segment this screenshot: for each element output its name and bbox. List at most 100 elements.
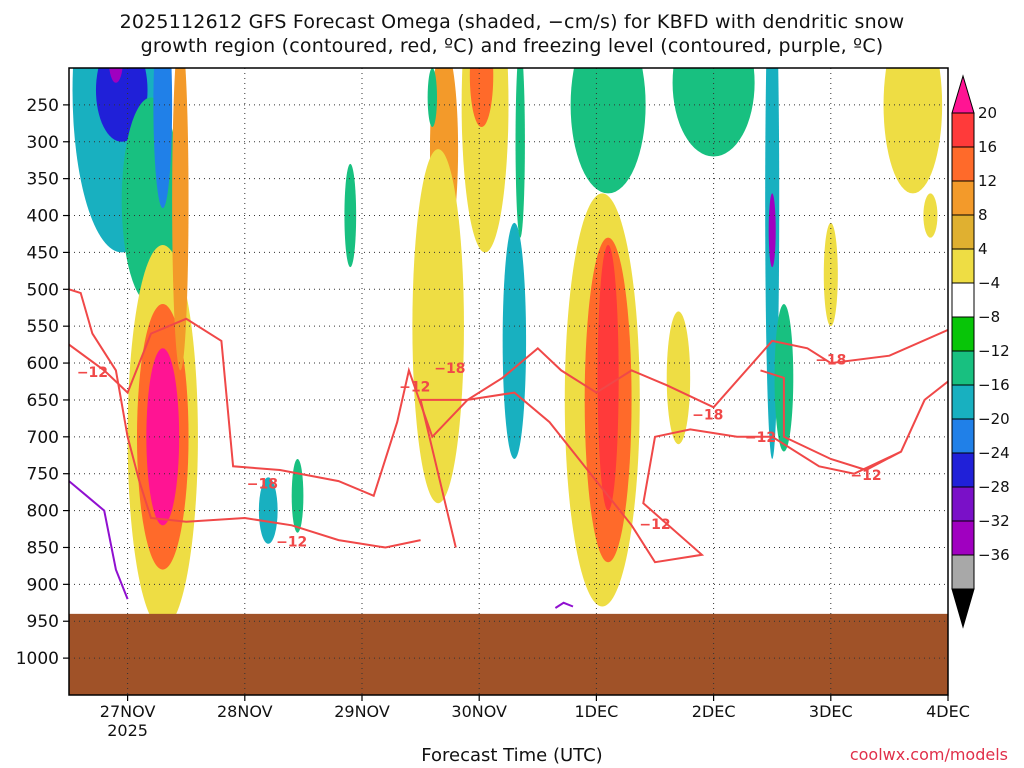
contour-label-8: −18 (815, 352, 846, 368)
freezing-contour-0 (69, 480, 129, 600)
omega-blob-24 (672, 68, 755, 157)
omega-blob-18 (515, 68, 525, 238)
colorbar-swatch-10 (951, 418, 975, 454)
colorbar-label-10: −24 (978, 444, 1010, 462)
x-tick-label-0: 27NOV (100, 702, 156, 721)
y-tick-label-4: 450 (27, 243, 59, 263)
y-tick-label-5: 500 (27, 280, 59, 300)
y-tick-label-1: 300 (27, 133, 59, 153)
y-tick-label-0: 250 (27, 96, 59, 116)
omega-blob-30 (923, 193, 938, 238)
contour-label-2: −12 (276, 535, 307, 551)
colorbar-swatch-1 (951, 112, 975, 148)
colorbar-label-11: −28 (978, 478, 1010, 496)
colorbar-swatch-7 (951, 316, 975, 352)
dendritic-contour-3 (760, 369, 902, 472)
omega-blob-8 (172, 68, 189, 371)
colorbar-swatch-11 (951, 452, 975, 488)
colorbar-swatch-12 (951, 486, 975, 522)
y-tick-label-7: 600 (27, 354, 59, 374)
x-tick-sublabel-0: 2025 (107, 721, 148, 740)
y-tick-label-6: 550 (27, 317, 59, 337)
x-tick-label-1: 28NOV (217, 702, 273, 721)
x-tick-label-5: 2DEC (692, 702, 736, 721)
y-tick-label-13: 900 (27, 575, 59, 595)
omega-blob-13 (412, 149, 464, 504)
contour-label-7: −12 (745, 430, 776, 446)
dendritic-contour-1 (69, 317, 948, 498)
colorbar-label-9: −20 (978, 410, 1010, 428)
y-tick-label-10: 750 (27, 465, 59, 485)
colorbar-label-5: −4 (978, 274, 1000, 292)
colorbar-label-0: 20 (978, 104, 997, 122)
y-tick-label-3: 400 (27, 207, 59, 227)
y-tick-label-8: 650 (27, 391, 59, 411)
colorbar-bottom-arrow (951, 588, 975, 629)
freezing-contour-1 (554, 601, 574, 609)
contour-label-3: −12 (399, 380, 430, 396)
dendritic-contour-0 (69, 288, 421, 549)
colorbar-top-arrow (951, 74, 975, 114)
x-axis-label: Forecast Time (UTC) (421, 745, 603, 766)
omega-blob-16 (427, 68, 438, 128)
x-tick-label-7: 4DEC (926, 702, 970, 721)
contour-label-5: −12 (639, 517, 670, 533)
omega-blob-28 (883, 68, 943, 194)
colorbar-label-1: 16 (978, 138, 997, 156)
colorbar: 20 16 12 8 4 −4 −8 −12 −16 −20 −24 −28 −32 −36 (951, 74, 1010, 629)
colorbar-swatch-3 (951, 180, 975, 216)
colorbar-swatch-9 (951, 384, 975, 420)
colorbar-swatch-14 (951, 554, 975, 590)
colorbar-label-7: −12 (978, 342, 1010, 360)
chart-title-line-2: growth region (contoured, red, ºC) and f… (140, 35, 884, 57)
y-tick-label-2: 350 (27, 170, 59, 190)
omega-blob-7 (146, 348, 180, 526)
colorbar-label-3: 8 (978, 206, 988, 224)
x-tick-label-6: 3DEC (809, 702, 853, 721)
omega-blob-17 (502, 222, 527, 459)
y-tick-label-9: 700 (27, 428, 59, 448)
colorbar-label-6: −8 (978, 308, 1000, 326)
y-tick-label-14: 950 (27, 612, 59, 632)
colorbar-label-13: −36 (978, 546, 1010, 564)
y-tick-label-15: 1000 (16, 649, 59, 669)
colorbar-swatch-5 (951, 248, 975, 284)
plot-frame (68, 67, 949, 696)
colorbar-swatch-2 (951, 146, 975, 182)
omega-blob-9 (258, 477, 278, 544)
colorbar-swatch-6 (951, 282, 975, 318)
chart-title-line-1: 2025112612 GFS Forecast Omega (shaded, −… (119, 11, 905, 33)
contour-label-4: −18 (434, 361, 465, 377)
omega-blob-21 (597, 245, 619, 511)
x-tick-label-3: 30NOV (451, 702, 507, 721)
plot-area: −12−18−12−12−18−12−18−12−18−12 (69, 68, 948, 695)
colorbar-label-4: 4 (978, 240, 988, 258)
contour-label-0: −12 (77, 365, 108, 381)
colorbar-label-8: −16 (978, 376, 1010, 394)
colorbar-swatch-4 (951, 214, 975, 250)
omega-blob-29 (823, 222, 838, 327)
contour-label-6: −18 (692, 408, 723, 424)
credit-link[interactable]: coolwx.com/models (849, 745, 1008, 764)
x-tick-label-2: 29NOV (334, 702, 390, 721)
y-tick-label-11: 800 (27, 502, 59, 522)
colorbar-swatch-13 (951, 520, 975, 556)
colorbar-label-2: 12 (978, 172, 997, 190)
omega-blob-15 (469, 68, 494, 127)
omega-blob-26 (768, 193, 776, 268)
omega-blob-4 (153, 68, 173, 209)
colorbar-swatch-8 (951, 350, 975, 386)
ground-fill (69, 613, 948, 695)
contour-label-9: −12 (850, 468, 881, 484)
omega-blob-23 (666, 311, 691, 445)
omega-blob-11 (344, 163, 357, 268)
x-tick-label-4: 1DEC (575, 702, 619, 721)
colorbar-label-12: −32 (978, 512, 1010, 530)
dendritic-contour-2 (419, 380, 948, 564)
y-tick-label-12: 850 (27, 538, 59, 558)
contour-label-1: −18 (247, 476, 278, 492)
omega-blob-14 (461, 68, 509, 253)
omega-blob-22 (570, 68, 646, 194)
omega-blob-2 (109, 68, 123, 83)
